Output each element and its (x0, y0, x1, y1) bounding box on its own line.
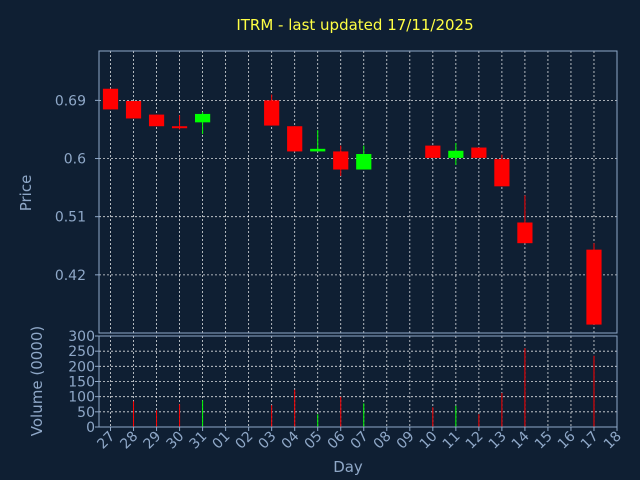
volume-tick-label: 50 (77, 405, 95, 421)
x-tick-label: 03 (256, 429, 280, 453)
x-tick-label: 29 (140, 429, 164, 453)
volume-tick-label: 250 (68, 344, 95, 360)
x-tick-label: 12 (463, 429, 487, 453)
price-tick-label: 0.42 (55, 268, 86, 284)
volume-tick-label: 300 (68, 329, 95, 345)
volume-tick-label: 0 (86, 420, 95, 436)
volume-axis-label: Volume (0000) (28, 326, 46, 436)
candle-body (171, 126, 188, 129)
volume-tick-label: 200 (68, 359, 95, 375)
candle-body (195, 113, 211, 123)
x-tick-label: 09 (394, 429, 418, 453)
candle-body (471, 147, 487, 158)
candle-body (125, 101, 142, 119)
x-tick-label: 27 (94, 429, 118, 453)
candle-body (333, 151, 349, 170)
volume-bars-group (133, 348, 595, 427)
x-tick-label: 16 (555, 428, 579, 452)
candle-body (586, 249, 602, 325)
x-tick-label: 28 (117, 429, 141, 453)
x-tick-label: 04 (279, 428, 303, 452)
x-tick-label: 06 (325, 428, 349, 452)
price-tick-label: 0.6 (64, 152, 86, 168)
x-tick-label: 07 (348, 429, 372, 453)
candle-body (148, 114, 165, 127)
x-tick-label: 01 (210, 429, 234, 453)
candle-body (517, 222, 533, 244)
x-tick-label: 17 (578, 429, 602, 453)
x-tick-label: 08 (371, 429, 395, 453)
x-tick-label: 02 (233, 429, 257, 453)
price-axis-label: Price (17, 175, 35, 212)
volume-tick-label: 150 (68, 375, 95, 391)
x-tick-label: 15 (532, 429, 556, 453)
volume-tick-label: 100 (68, 390, 95, 406)
volume-panel-frame (98, 335, 618, 428)
x-tick-label: 11 (440, 429, 464, 453)
candle-body (356, 154, 372, 170)
candle-body (448, 150, 464, 158)
x-tick-label: 14 (509, 428, 533, 452)
x-tick-label: 30 (163, 429, 187, 453)
x-axis: 27 28 29 30 31 01 02 03 04 05 06 07 08 09 10 11 12 13 14 15… (94, 427, 625, 453)
candle-body (264, 100, 280, 126)
chart-title: ITRM - last updated 17/11/2025 (236, 16, 473, 34)
x-tick-label: 05 (302, 429, 326, 453)
candle-body (425, 145, 441, 158)
price-tick-label: 0.69 (55, 93, 86, 109)
x-tick-label: 10 (417, 429, 441, 453)
candle-body (287, 126, 303, 152)
x-tick-label: 31 (187, 429, 211, 453)
x-axis-label: Day (333, 458, 363, 476)
x-tick-label: 18 (601, 429, 625, 453)
price-panel-frame (98, 50, 618, 334)
price-tick-label: 0.51 (55, 210, 86, 226)
candle-body (310, 148, 326, 152)
x-tick-label: 13 (486, 429, 510, 453)
candle-body (494, 159, 510, 187)
candles-group (102, 88, 602, 325)
price-panel: 0.69 0.6 0.51 0.42 (55, 50, 618, 334)
candle-body (102, 88, 119, 110)
